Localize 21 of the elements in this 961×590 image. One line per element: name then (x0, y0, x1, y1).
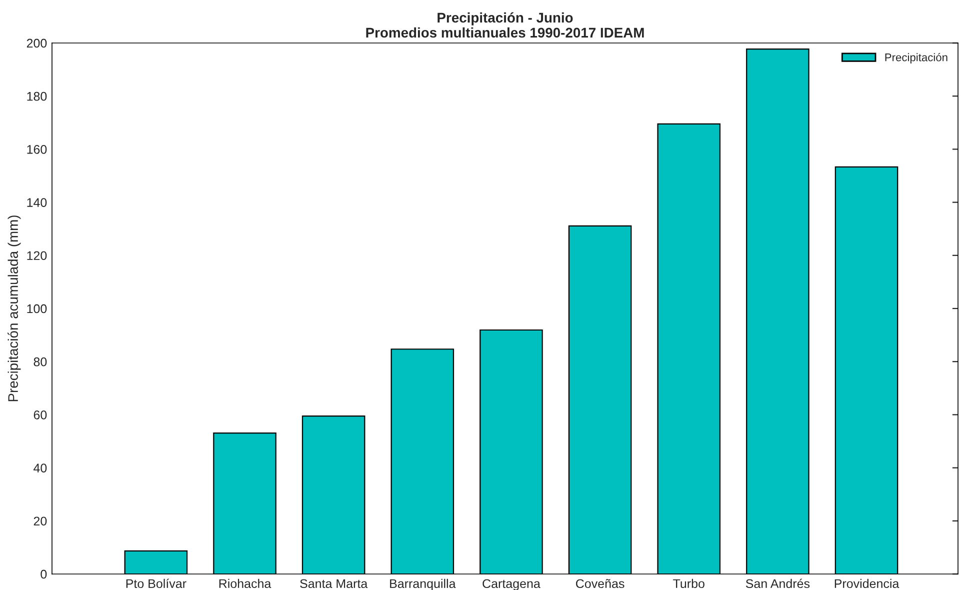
legend-label: Precipitación (885, 53, 948, 64)
y-tick-label: 140 (27, 198, 47, 207)
y-tick-label: 0 (40, 570, 47, 579)
y-tick-label: 20 (34, 516, 47, 526)
x-tick-label: Providencia (834, 578, 900, 588)
y-tick-label: 200 (26, 38, 47, 48)
y-tick-label: 80 (34, 357, 47, 366)
x-tick-label: San Andrés (746, 578, 810, 588)
y-tick-label: 60 (34, 410, 47, 420)
x-tick-label: Pto Bolívar (126, 578, 186, 588)
x-tick-label: Coveñas (576, 578, 624, 588)
x-tick-label: Turbo (673, 578, 704, 588)
chart-title: Precipitación - Junio Promedios multianuales 1990-2017 IDEAM (366, 12, 644, 38)
y-tick-label: 40 (34, 464, 47, 472)
y-tick-label: 180 (27, 92, 47, 101)
y-tick-label: 160 (27, 145, 47, 154)
y-axis-title: Precipitación acumulada (mm) (8, 216, 21, 402)
x-tick-label: Riohacha (219, 578, 272, 588)
y-tick-label: 100 (27, 304, 47, 314)
y-tick-label: 120 (27, 251, 47, 260)
x-tick-label: Santa Marta (300, 579, 368, 588)
